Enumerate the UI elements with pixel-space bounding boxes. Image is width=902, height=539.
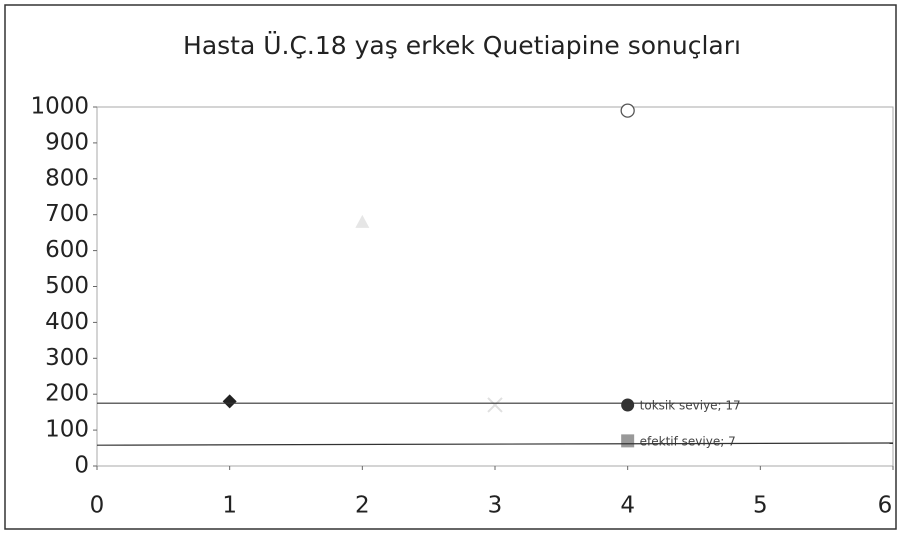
y-tick-label: 600 (45, 237, 89, 263)
x-tick-label: 4 (620, 493, 635, 519)
point (355, 214, 370, 228)
x-tick-label: 0 (90, 493, 105, 519)
y-tick-label: 400 (45, 309, 89, 335)
y-tick-label: 0 (74, 453, 89, 479)
point (621, 434, 635, 448)
x-tick-label: 1 (222, 493, 237, 519)
x-tick-label: 3 (488, 493, 503, 519)
y-tick-label: 200 (45, 381, 89, 407)
point (621, 398, 635, 412)
point (620, 103, 635, 118)
y-tick-label: 800 (45, 165, 89, 191)
x-tick-label: 6 (878, 493, 893, 519)
y-tick-label: 700 (45, 201, 89, 227)
chart-frame (4, 4, 897, 530)
y-tick-label: 300 (45, 345, 89, 371)
point-annotation: efektif seviye; 7 (640, 434, 736, 448)
y-tick-label: 1000 (30, 94, 89, 120)
point (487, 397, 503, 413)
chart-title: Hasta Ü.Ç.18 yaş erkek Quetiapine sonuçl… (183, 31, 741, 60)
point-annotation: toksik seviye; 17 (640, 398, 741, 412)
y-tick-label: 900 (45, 129, 89, 155)
x-tick-label: 5 (753, 493, 768, 519)
reference-line (96, 442, 894, 446)
x-tick-label: 2 (355, 493, 370, 519)
y-tick-label: 500 (45, 273, 89, 299)
y-tick-label: 100 (45, 417, 89, 443)
point (222, 394, 237, 409)
